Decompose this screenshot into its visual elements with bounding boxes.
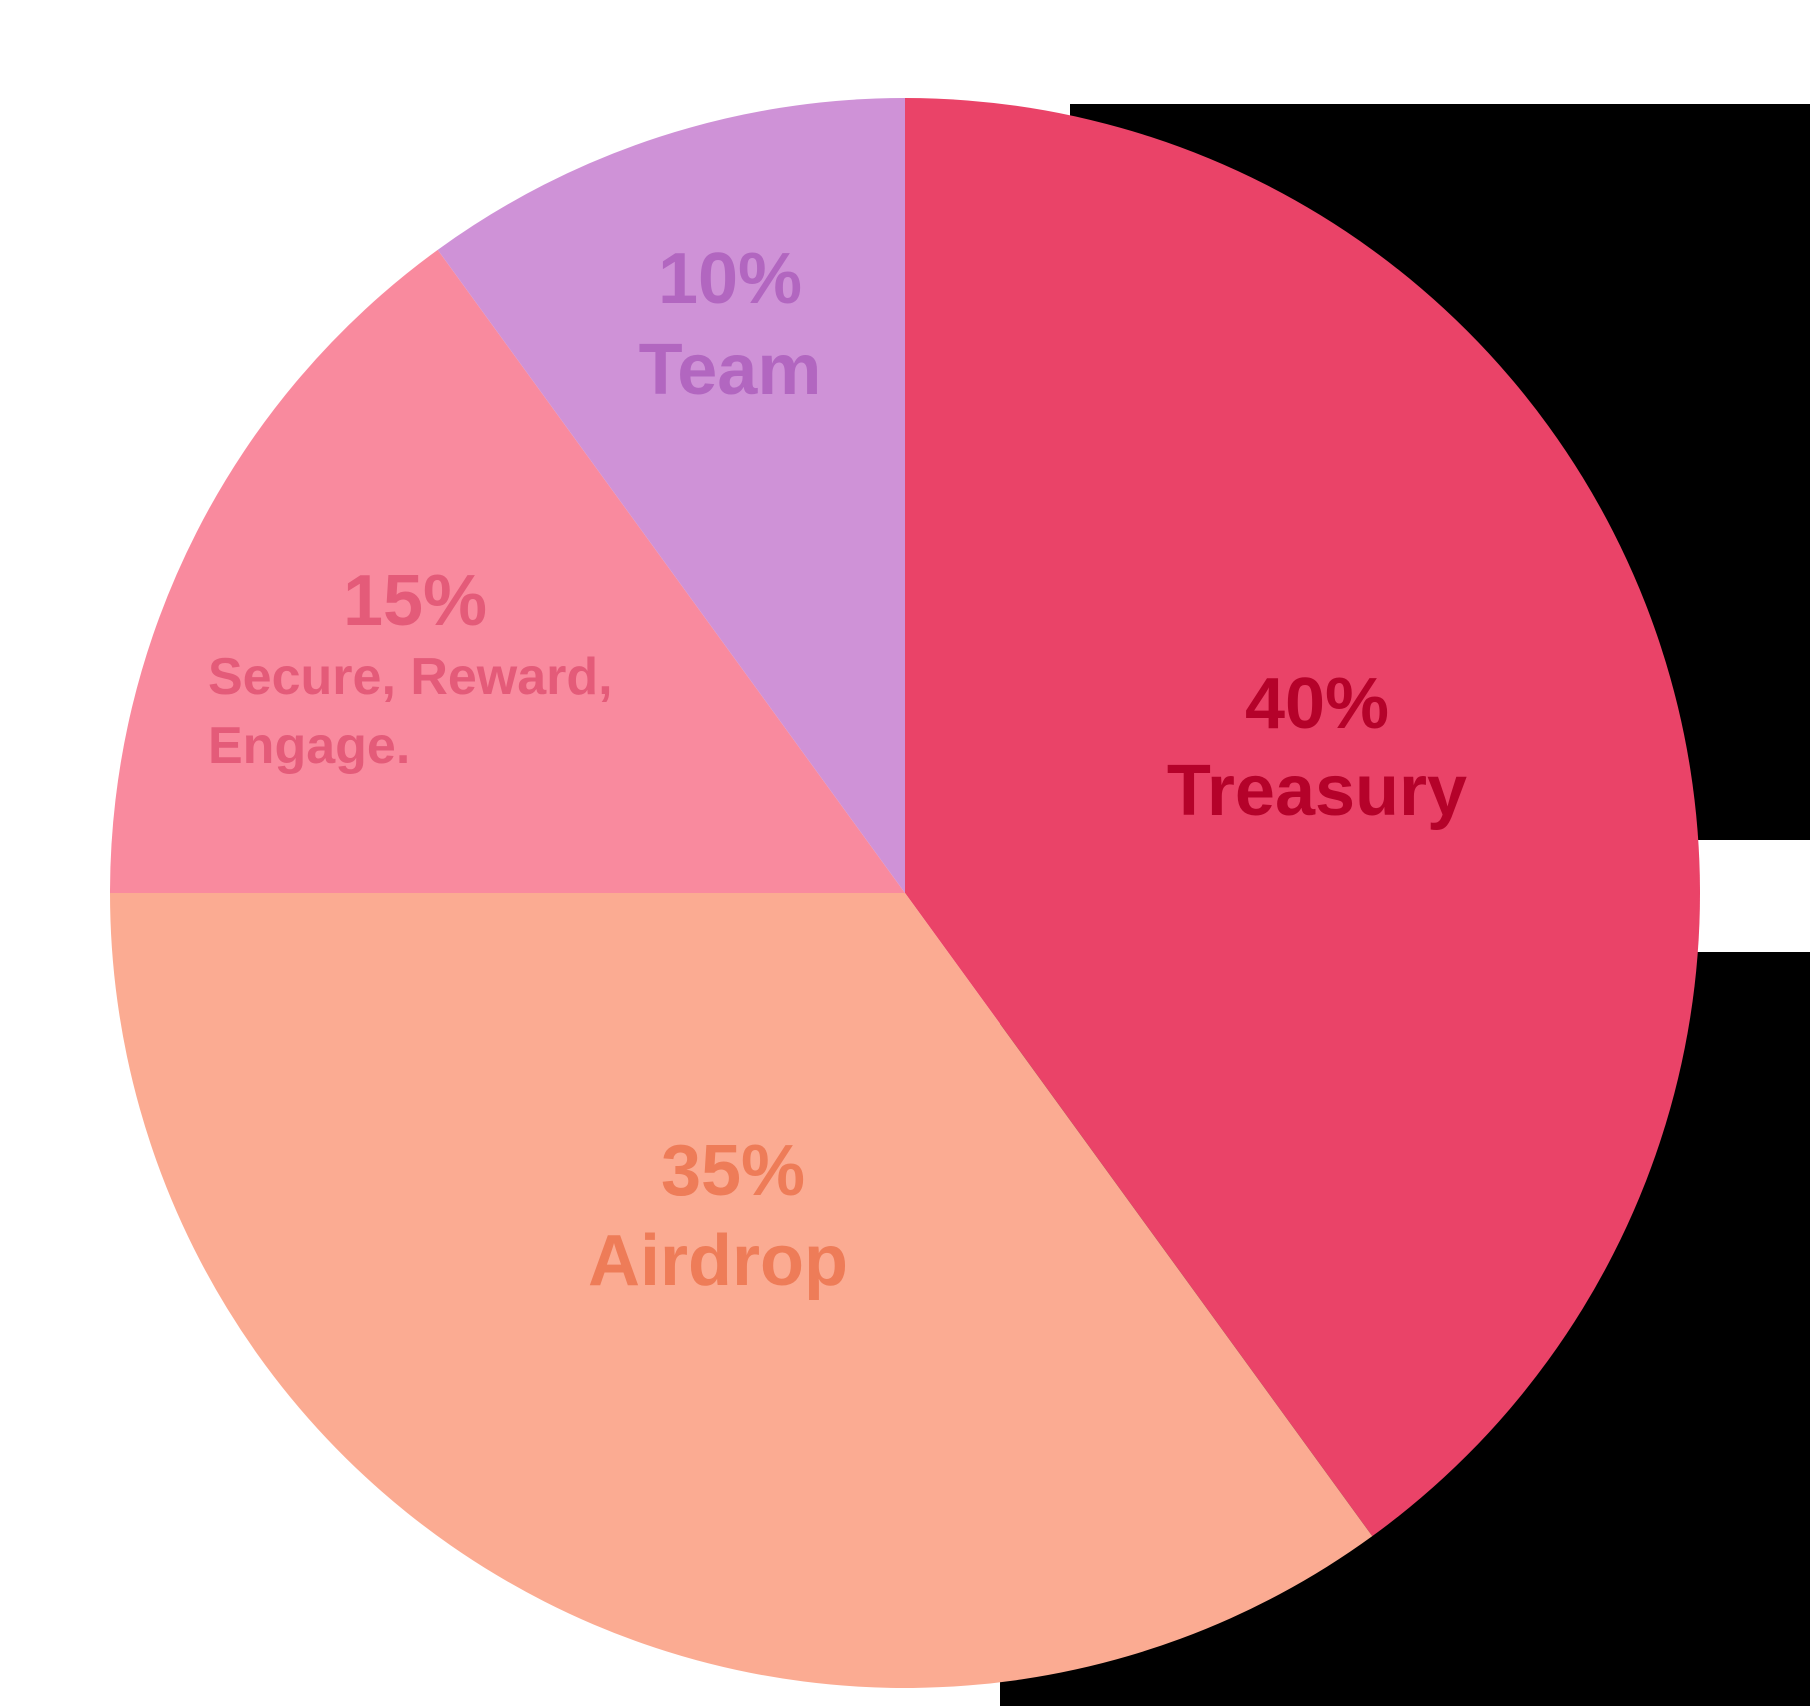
pie-slice-team [437, 98, 905, 893]
pie-slice-airdrop [110, 893, 1373, 1689]
slice-value-label-airdrop: 35% [661, 1131, 805, 1211]
pie-slices [110, 98, 1701, 1689]
slice-label-team: Team [639, 330, 822, 410]
slice-label-secure-line1: Secure, Reward, [208, 648, 613, 706]
slice-value-label-treasury: 40% [1245, 664, 1389, 744]
slice-label-treasury: Treasury [1167, 751, 1467, 831]
slice-value-label-secure: 15% [343, 561, 487, 641]
slice-label-airdrop: Airdrop [588, 1221, 848, 1301]
pie-slice-secure-reward-engage [110, 249, 905, 893]
pie-slice-treasury [905, 98, 1701, 1537]
slice-value-label-team: 10% [658, 239, 802, 319]
slice-label-secure-line2: Engage. [208, 717, 410, 775]
